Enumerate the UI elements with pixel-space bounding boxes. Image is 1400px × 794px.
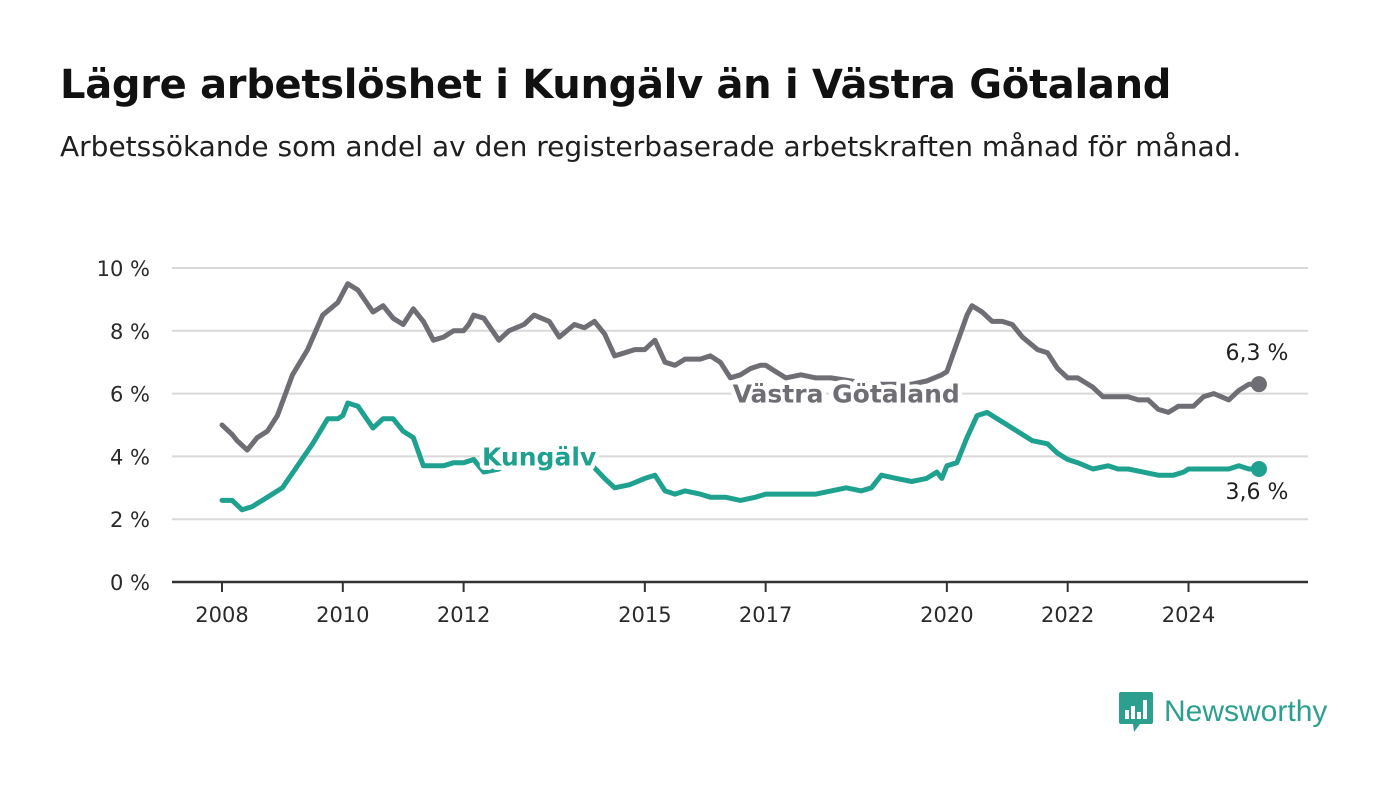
series-end-point	[1250, 460, 1267, 477]
chart-title: Lägre arbetslöshet i Kungälv än i Västra…	[60, 62, 1172, 108]
series-name-label: Västra Götaland	[733, 380, 960, 409]
y-tick-label: 4 %	[110, 445, 150, 469]
bar-chart-speech-bubble-icon	[1119, 692, 1153, 732]
series-line	[219, 400, 1262, 513]
series-name-label: Kungälv	[482, 442, 596, 471]
x-tick-label: 2012	[437, 603, 490, 627]
x-tick-label: 2008	[195, 603, 248, 627]
x-tick-label: 2010	[316, 603, 369, 627]
x-tick-label: 2017	[739, 603, 792, 627]
chart-subtitle: Arbetssökande som andel av den registerb…	[60, 130, 1242, 163]
y-tick-label: 8 %	[110, 320, 150, 344]
series-end-label: 6,3 %	[1226, 341, 1289, 366]
series-end-point	[1250, 376, 1267, 393]
newsworthy-logo: Newsworthy	[1118, 690, 1327, 734]
gridlines	[172, 267, 1308, 521]
y-tick-label: 0 %	[110, 571, 150, 595]
series-end-label: 3,6 %	[1226, 480, 1289, 505]
axes: 0 % 2 % 4 % 6 % 8 % 10 % 2008 2010 2012 2015 2017 2…	[97, 257, 1308, 627]
series-line	[219, 281, 1262, 453]
x-tick-label: 2024	[1162, 603, 1215, 627]
y-tick-label: 10 %	[97, 257, 150, 281]
y-tick-label: 6 %	[110, 383, 150, 407]
brand-name: Newsworthy	[1164, 695, 1328, 728]
x-tick-label: 2022	[1041, 603, 1094, 627]
x-tick-label: 2020	[920, 603, 973, 627]
x-tick-label: 2015	[618, 603, 671, 627]
series-lines	[219, 281, 1267, 513]
series-labels: 6,3 % Västra Götaland 3,6 % Kungälv	[478, 341, 1289, 505]
y-tick-label: 2 %	[110, 508, 150, 532]
